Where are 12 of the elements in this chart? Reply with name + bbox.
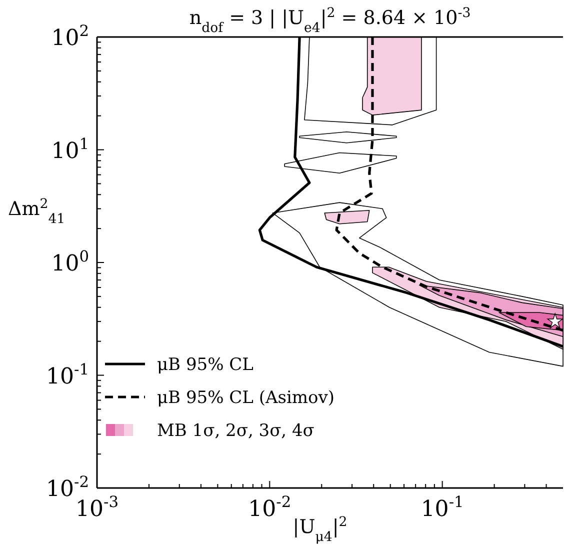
y-tick-label: 10$^{2}$ bbox=[51, 22, 89, 51]
y-tick-label: 10$^{0}$ bbox=[51, 248, 89, 276]
legend-label: μB 95% CL (Asimov) bbox=[157, 388, 334, 408]
chart-title: n$_{dof}$ = 3 | |U$_{e4}$|$^{2}$ = 8.64 × 10$^{-3}$ bbox=[189, 6, 471, 36]
x-tick-label: 10$^{-2}$ bbox=[248, 493, 292, 522]
y-tick-label: 10$^{-1}$ bbox=[46, 360, 89, 390]
legend-label: MB 1σ, 2σ, 3σ, 4σ bbox=[157, 421, 315, 441]
x-tick-label: 10$^{-3}$ bbox=[76, 493, 118, 522]
legend-label: μB 95% CL bbox=[157, 355, 254, 375]
y-tick-label: 10$^{1}$ bbox=[51, 134, 89, 164]
x-axis-title: |U$_{μ4}$|$^{2}$ bbox=[292, 514, 348, 544]
x-tick-label: 10$^{-1}$ bbox=[420, 493, 464, 522]
